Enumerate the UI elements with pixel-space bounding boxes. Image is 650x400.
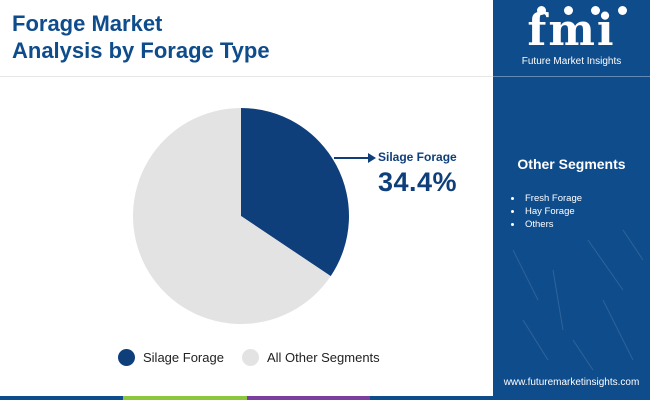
logo-subtitle: Future Market Insights [521,56,622,67]
chart-title-line-2: Analysis by Forage Type [12,38,270,63]
segment-label: Others [525,219,554,230]
logo-dots [537,6,627,15]
bottom-bar-segment [246,396,370,400]
sidebar-texture [512,229,644,371]
pie-slice-all-other-segments [133,108,331,324]
other-segments-title: Other Segments [517,156,626,172]
website-link[interactable]: www.futuremarketinsights.com [503,377,640,388]
logo-dot [591,6,600,15]
header-divider [0,76,493,77]
logo-wordmark: fmi [527,5,616,56]
segment-item-fresh-forage: Fresh Forage [511,192,582,205]
legend-swatch-silage-forage [118,349,135,366]
sidebar-divider [493,76,650,77]
bottom-bar-segment [369,396,493,400]
legend-label-silage-forage: Silage Forage [143,350,224,365]
bullet-icon [511,223,514,226]
pie-chart [133,108,376,324]
legend-label-all-other-segments: All Other Segments [266,350,380,365]
bottom-bar-segment [123,396,247,400]
segment-label: Hay Forage [525,206,575,217]
callout-label: Silage Forage [378,150,457,164]
legend-item-silage-forage: Silage Forage [118,349,224,366]
callout-arrow-head-icon [368,153,376,163]
chart-legend: Silage Forage All Other Segments [118,349,398,366]
fmi-logo: fmi Future Market Insights [493,0,650,76]
chart-title: Forage Market Analysis by Forage Type [12,10,482,64]
silage-callout: Silage Forage 34.4% [378,150,457,198]
logo-dot [564,6,573,15]
segment-item-others: Others [511,218,582,231]
logo-dot [618,6,627,15]
sidebar-panel: fmi Future Market Insights Other Segment… [493,0,650,400]
bottom-color-bar [0,396,493,400]
pie-slice-silage-forage [241,108,349,277]
segment-label: Fresh Forage [525,193,583,204]
legend-swatch-all-other-segments [241,349,259,366]
logo-dot [537,6,546,15]
legend-item-all-other-segments: All Other Segments [241,349,380,366]
segment-item-hay-forage: Hay Forage [511,205,582,218]
bullet-icon [511,197,514,200]
bottom-bar-segment [0,396,124,400]
bullet-icon [511,210,514,213]
other-segments-list: Fresh Forage Hay Forage Others [511,192,582,231]
chart-title-line-1: Forage Market [12,11,163,36]
callout-value: 34.4% [378,167,458,197]
